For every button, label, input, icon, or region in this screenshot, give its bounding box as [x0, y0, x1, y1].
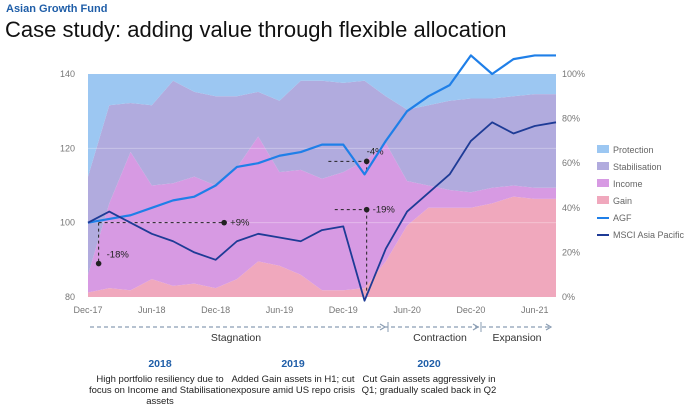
fund-name: Asian Growth Fund — [6, 3, 108, 15]
marker-dot — [363, 158, 370, 165]
x-tick-label: Dec-19 — [329, 305, 358, 315]
note-2020: 2020 Cut Gain assets aggressively in Q1;… — [354, 358, 504, 397]
reference-lines: +9% -18% -4% -19% — [95, 146, 396, 297]
area-gain — [88, 196, 556, 297]
right-tick-label: 0% — [562, 292, 575, 302]
left-tick-label: 120 — [60, 143, 75, 153]
right-tick-label: 100% — [562, 69, 585, 79]
annotation-msci-2018: -18% — [107, 250, 130, 261]
phase-arrowhead — [545, 323, 553, 331]
allocation-areas — [88, 74, 556, 297]
legend-label: Protection — [613, 145, 654, 155]
page-title: Case study: adding value through flexibl… — [5, 17, 507, 42]
left-tick-label: 100 — [60, 218, 75, 228]
marker-dot — [363, 206, 370, 213]
phase-arrowhead — [472, 323, 480, 331]
area-stabilisation — [88, 80, 556, 275]
legend-swatch-protection — [597, 145, 609, 153]
note-text: Cut Gain assets aggressively in Q1; grad… — [361, 374, 497, 396]
left-tick-label: 140 — [60, 69, 75, 79]
right-tick-label: 60% — [562, 158, 580, 168]
note-year: 2020 — [417, 358, 441, 370]
annotation-msci-2020: -19% — [373, 205, 396, 216]
note-year: 2019 — [281, 358, 305, 370]
phase-label-expansion: Expansion — [492, 332, 541, 344]
phase-label-contraction: Contraction — [413, 332, 467, 344]
legend: Protection Stabilisation Income Gain AGF MSCI… — [597, 145, 685, 240]
right-tick-label: 80% — [562, 114, 580, 124]
phase-bar: Stagnation Contraction Expansion — [90, 322, 553, 344]
right-tick-label: 40% — [562, 203, 580, 213]
note-text: High portfolio resiliency due to focus o… — [88, 374, 232, 407]
x-tick-label: Jun-20 — [393, 305, 421, 315]
legend-label: Gain — [613, 196, 632, 206]
legend-label: Stabilisation — [613, 162, 662, 172]
phase-arrowhead — [379, 323, 387, 331]
line-msci-asia-pacific — [87, 121, 557, 302]
marker-dot — [221, 219, 227, 226]
left-tick-label: 80 — [65, 292, 75, 302]
x-tick-label: Dec-18 — [201, 305, 230, 315]
legend-label: AGF — [613, 213, 632, 223]
note-year: 2018 — [148, 358, 172, 370]
legend-swatch-income — [597, 179, 609, 187]
legend-swatch-gain — [597, 196, 609, 204]
legend-swatch-stabilisation — [597, 162, 609, 170]
legend-label: MSCI Asia Pacific — [613, 230, 685, 240]
right-tick-label: 20% — [562, 247, 580, 257]
note-text: Added Gain assets in H1; cut exposure am… — [230, 374, 356, 396]
legend-label: Income — [613, 179, 643, 189]
area-protection — [88, 74, 556, 177]
note-2019: 2019 Added Gain assets in H1; cut exposu… — [218, 358, 368, 397]
performance-lines — [87, 54, 557, 302]
phase-label-stagnation: Stagnation — [211, 332, 261, 344]
x-tick-label: Jun-19 — [266, 305, 294, 315]
x-tick-label: Jun-18 — [138, 305, 166, 315]
note-2018: 2018 High portfolio resiliency due to fo… — [85, 358, 235, 408]
axes: 80 100 120 140 0% 20% 40% 60% 80% 100% Dec-17 Jun-1… — [60, 69, 585, 315]
annotation-agf-2018: +9% — [230, 218, 250, 229]
x-tick-label: Dec-17 — [73, 305, 102, 315]
annotation-agf-2020: -4% — [367, 146, 384, 157]
x-tick-label: Dec-20 — [456, 305, 485, 315]
line-agf — [87, 54, 556, 224]
x-tick-label: Jun-21 — [521, 305, 549, 315]
area-income — [88, 136, 556, 293]
marker-dot — [95, 260, 102, 267]
